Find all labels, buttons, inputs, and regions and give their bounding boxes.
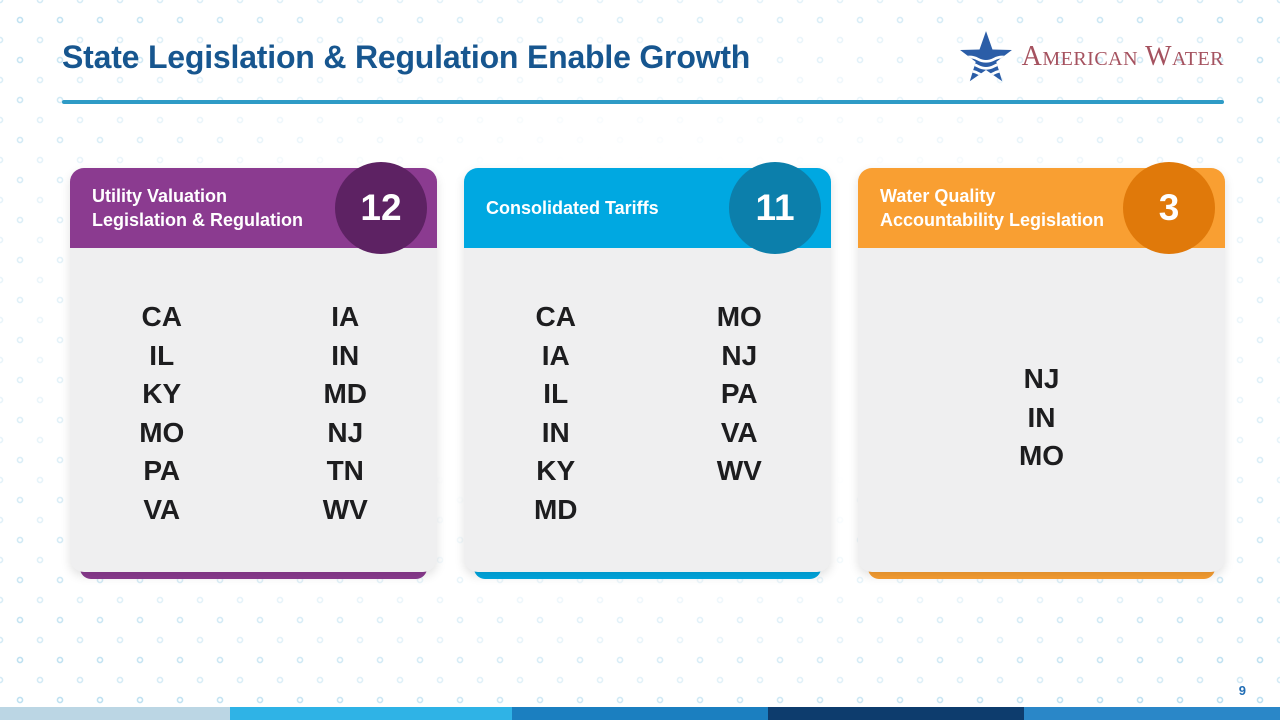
footer-bar-segment: [1023, 707, 1280, 720]
state-item: WV: [716, 455, 762, 486]
state-item: NJ: [327, 416, 364, 448]
states-column: IA IN MD NJ TN WV: [254, 298, 438, 529]
card-surface: Consolidated Tariffs 11 CA IA IL IN KY M…: [464, 162, 831, 572]
page-title: State Legislation & Regulation Enable Gr…: [62, 38, 751, 75]
footer-bar-segment: [0, 707, 231, 720]
states-column: CA IL KY MO PA VA: [70, 298, 254, 529]
state-item: KY: [536, 455, 576, 486]
footer-bar-segment: [767, 707, 1024, 720]
state-item: CA: [535, 301, 576, 332]
card-surface: Water Quality Accountability Legislation…: [858, 162, 1225, 572]
state-item: IN: [541, 416, 570, 448]
slide-header: State Legislation & Regulation Enable Gr…: [0, 0, 1280, 84]
card-body: CA IA IL IN KY MD MO NJ PA VA WV: [464, 248, 831, 529]
state-item: IL: [543, 378, 569, 409]
state-item: NJ: [721, 339, 758, 371]
card-title-line2: Legislation & Regulation: [92, 210, 304, 230]
card-header: Utility Valuation Legislation & Regulati…: [70, 162, 437, 254]
state-item: PA: [720, 378, 758, 409]
state-item: PA: [143, 455, 181, 486]
footer-bar: [0, 707, 1280, 720]
count-badge: 11: [729, 162, 821, 254]
state-item: MD: [533, 493, 578, 525]
logo-star-icon: [959, 31, 1012, 82]
card-surface: Utility Valuation Legislation & Regulati…: [70, 162, 437, 572]
state-item: IN: [1027, 401, 1056, 433]
count-badge: 3: [1123, 162, 1215, 254]
card-title-line1: Utility Valuation: [92, 185, 228, 206]
card-consolidated-tariffs: Consolidated Tariffs 11 CA IA IL IN KY M…: [464, 162, 831, 579]
card-utility-valuation: Utility Valuation Legislation & Regulati…: [70, 162, 437, 579]
state-item: KY: [142, 378, 182, 409]
state-item: MO: [139, 416, 185, 448]
state-item: MD: [323, 378, 368, 409]
card-body: NJ IN MO: [858, 248, 1225, 476]
state-item: NJ: [1023, 363, 1060, 394]
state-item: MO: [716, 301, 762, 332]
card-header: Water Quality Accountability Legislation…: [858, 162, 1225, 254]
state-item: IL: [149, 339, 175, 371]
american-water-logo: American Water: [959, 30, 1224, 84]
states-column: MO NJ PA VA WV: [648, 298, 832, 529]
cards-row: Utility Valuation Legislation & Regulati…: [0, 162, 1280, 579]
title-divider: [62, 100, 1224, 104]
card-body: CA IL KY MO PA VA IA IN MD NJ TN WV: [70, 248, 437, 529]
state-item: WV: [322, 493, 368, 525]
footer-bar-segment: [511, 707, 768, 720]
state-item: VA: [143, 493, 181, 525]
state-item: CA: [141, 301, 182, 332]
card-water-quality: Water Quality Accountability Legislation…: [858, 162, 1225, 579]
state-item: IN: [331, 339, 360, 371]
page-number: 9: [1238, 683, 1246, 698]
state-item: MO: [1018, 440, 1065, 471]
state-item: IA: [331, 301, 360, 332]
states-column: NJ IN MO: [858, 360, 1225, 476]
card-title-line1: Consolidated Tariffs: [486, 197, 659, 218]
logo-wordmark: American Water: [1021, 41, 1224, 72]
states-column: CA IA IL IN KY MD: [464, 298, 648, 529]
state-item: IA: [541, 339, 570, 371]
card-header: Consolidated Tariffs 11: [464, 162, 831, 254]
card-title-line2: Accountability Legislation: [880, 210, 1105, 230]
footer-bar-segment: [230, 707, 512, 720]
count-badge: 12: [335, 162, 427, 254]
state-item: VA: [720, 416, 758, 448]
state-item: TN: [326, 455, 364, 486]
card-title-line1: Water Quality: [880, 185, 996, 206]
